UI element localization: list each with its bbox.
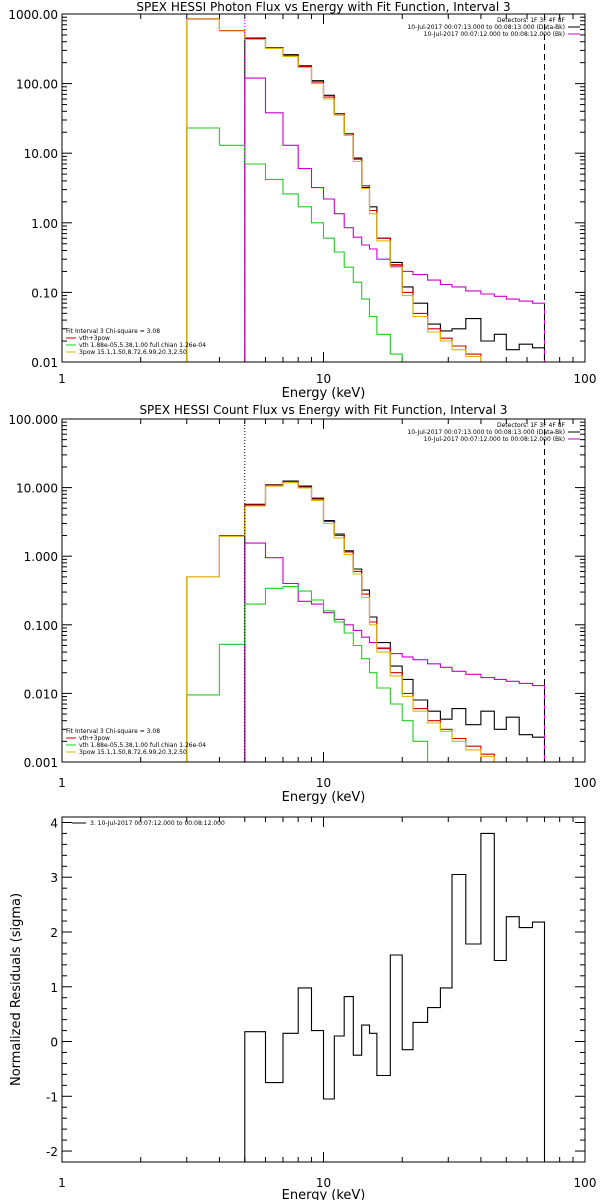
- legend-entry: vth+3pow: [79, 335, 110, 342]
- series-line-2: [186, 481, 545, 762]
- series-group: [186, 18, 546, 362]
- legend-entry: 10-Jul-2017 00:07:12.000 to 00:08:12.000…: [424, 31, 565, 38]
- y-tick-label: 10.000: [16, 482, 58, 496]
- chart-panel-2: SPEX HESSI Count Flux vs Energy with Fit…: [8, 403, 596, 805]
- legend-entry: 10-Jul-2017 00:07:13.000 to 00:08:13.000…: [407, 24, 565, 31]
- y-tick-label: 0.10: [31, 286, 58, 300]
- plot-frame: [61, 13, 586, 363]
- x-tick-label: 1: [58, 1176, 66, 1190]
- x-axis-label: Energy (keV): [282, 386, 366, 401]
- legend-entry: 3pow 15.1,1.50,8.72,6.99,20.3,2.50: [79, 349, 187, 356]
- x-axis-label: Energy (keV): [282, 790, 366, 805]
- y-tick-label: -2: [46, 1145, 58, 1159]
- legend-entry: Fit Interval 3 Chi-square = 3.08: [66, 728, 160, 735]
- series-line-4: [186, 482, 545, 762]
- y-tick-label: 0.01: [31, 356, 58, 370]
- series-line-3: [186, 586, 545, 762]
- y-tick-label: 0: [50, 1036, 58, 1050]
- series-line-5: [244, 77, 546, 362]
- plot-frame: [61, 418, 586, 763]
- x-tick-label: 1: [58, 776, 66, 790]
- legend-entry: Detectors: 1F 3F 4F 8F: [497, 422, 566, 429]
- y-tick-label: -1: [46, 1090, 58, 1104]
- x-axis-label: Energy (keV): [282, 1188, 366, 1200]
- y-tick-label: 2: [50, 926, 58, 940]
- legend-entry: Fit Interval 3 Chi-square = 3.08: [66, 328, 160, 335]
- x-tick-label: 10: [316, 1176, 331, 1190]
- series-line-1: [244, 37, 546, 362]
- legend-entry: 10-Jul-2017 00:07:12.000 to 00:08:12.000…: [424, 436, 565, 443]
- y-tick-label: 1.000: [24, 550, 58, 564]
- x-tick-label: 1: [58, 372, 66, 386]
- plot-frame: [61, 816, 586, 1163]
- legend-entry: vth+3pow: [79, 735, 110, 742]
- legend-entry: vth 1.88e-05,5.38,1.00 full chian 1.26e-…: [79, 742, 206, 749]
- y-tick-label: 1.00: [31, 217, 58, 231]
- y-tick-label: 0.001: [24, 756, 58, 770]
- legend-entry: 10-Jul-2017 00:07:13.000 to 00:08:13.000…: [407, 429, 565, 436]
- legend-entry: vth 1.88e-05,5.38,1.00 full chian 1.26e-…: [79, 342, 206, 349]
- series-line-2: [186, 18, 545, 362]
- y-tick-label: 1: [50, 981, 58, 995]
- x-tick-label: 100: [574, 1176, 597, 1190]
- x-tick-label: 10: [316, 372, 331, 386]
- series-group: [244, 832, 546, 1162]
- chart-panel-1: SPEX HESSI Photon Flux vs Energy with Fi…: [8, 0, 596, 401]
- legend-entry: 3pow 15.1,1.50,8.72,6.99,20.3,2.50: [79, 749, 187, 756]
- y-tick-label: 4: [50, 816, 58, 830]
- y-tick-label: 0.100: [24, 619, 58, 633]
- y-tick-label: 1000.00: [8, 8, 58, 22]
- chart-panel-3: Energy (keV) Normalized Residuals (sigma)…: [9, 816, 596, 1200]
- chart-title: SPEX HESSI Count Flux vs Energy with Fit…: [139, 403, 507, 417]
- y-tick-label: 100.00: [16, 78, 58, 92]
- y-tick-label: 0.010: [24, 687, 58, 701]
- x-tick-label: 100: [574, 372, 597, 386]
- series-line-4: [186, 18, 545, 362]
- x-tick-label: 100: [574, 776, 597, 790]
- legend-entry: 3. 10-Jul-2017 00:07:12.000 to 00:08:12.…: [90, 820, 225, 827]
- series-group: [186, 480, 546, 762]
- y-tick-label: 3: [50, 871, 58, 885]
- y-tick-label: 100.000: [8, 413, 58, 427]
- series-line-1: [244, 480, 546, 762]
- y-tick-label: 10.00: [24, 147, 58, 161]
- series-line-1: [244, 832, 546, 1162]
- x-tick-label: 10: [316, 776, 331, 790]
- legend-entry: Detectors: 1F 3F 4F 8F: [497, 17, 566, 24]
- chart-title: SPEX HESSI Photon Flux vs Energy with Fi…: [136, 0, 510, 14]
- y-axis-label: Normalized Residuals (sigma): [9, 893, 24, 1086]
- series-line-3: [186, 127, 545, 362]
